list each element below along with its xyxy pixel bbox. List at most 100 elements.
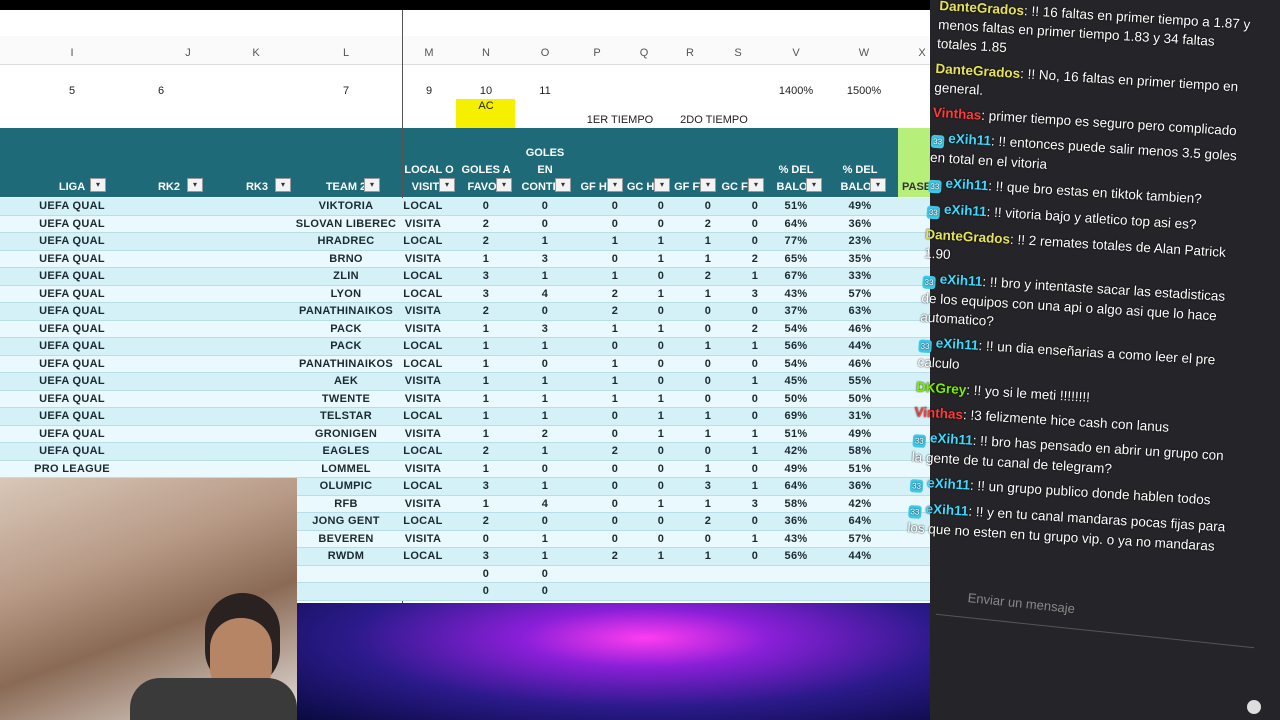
column-header: PASES <box>902 181 934 193</box>
chat-user[interactable]: eXih11 <box>926 475 971 493</box>
liga: UEFA QUAL <box>39 305 105 317</box>
chat-user[interactable]: DanteGrados <box>924 226 1011 247</box>
row-band <box>0 250 930 268</box>
column-header: % DEL BALON <box>776 164 816 193</box>
liga: UEFA QUAL <box>39 392 105 405</box>
badge: 33 <box>927 179 942 194</box>
cell: 2 <box>482 445 490 457</box>
column-number: 11 <box>539 85 551 97</box>
cell: PANATHINAIKOS <box>299 357 393 370</box>
chat-user[interactable]: eXih11 <box>939 271 983 290</box>
cell: 1 <box>482 357 490 370</box>
chat-message: 33 eXih11: !! bro y intentaste sacar las … <box>920 268 1241 345</box>
cell: 1 <box>541 410 549 422</box>
cell: 0 <box>541 567 549 580</box>
column-header: GC FT <box>721 181 755 193</box>
cell: TWENTE <box>321 392 371 405</box>
cell: LYON <box>330 287 362 300</box>
cell: 1 <box>482 392 490 405</box>
cell: 2 <box>482 235 490 247</box>
chat-user[interactable]: eXih11 <box>945 175 989 194</box>
column-letter: W <box>858 47 870 59</box>
cell: 43% <box>784 532 808 545</box>
cell: 0 <box>611 515 619 527</box>
cell: 55% <box>848 375 872 387</box>
cell: 1 <box>751 427 759 440</box>
cell: 0 <box>704 532 712 545</box>
liga: UEFA QUAL <box>39 270 105 282</box>
cell: 44% <box>848 550 872 562</box>
column-number: 1400% <box>778 85 814 97</box>
cell: 1 <box>751 532 759 545</box>
cell: 36% <box>848 480 872 492</box>
chat-user[interactable]: DanteGrados <box>935 60 1021 82</box>
chat-user[interactable]: eXih11 <box>943 201 988 220</box>
cell: 1 <box>482 375 490 387</box>
cell: 56% <box>784 550 808 562</box>
column-header: LIGA <box>58 181 86 193</box>
chat-user[interactable]: eXih11 <box>947 130 992 149</box>
row-band <box>0 303 930 321</box>
cell: 57% <box>848 532 872 545</box>
liga: UEFA QUAL <box>39 357 105 370</box>
emoji-button[interactable] <box>1247 700 1261 714</box>
chat-text: : !3 felizmente hice cash con lanus <box>962 407 1170 435</box>
chat-user[interactable]: eXih11 <box>929 430 974 448</box>
cell: 0 <box>657 270 665 282</box>
cell: 69% <box>784 410 808 422</box>
cell: 1 <box>657 235 665 247</box>
cell: 1 <box>751 270 759 282</box>
cell: 35% <box>848 252 872 265</box>
column-letter: Q <box>639 47 649 59</box>
cell: LOCAL <box>403 270 443 282</box>
cell: 1 <box>541 480 549 492</box>
cell: 0 <box>751 357 759 370</box>
cell: 2 <box>704 270 712 282</box>
cell: 0 <box>751 305 759 317</box>
badge: 33 <box>922 275 936 290</box>
cell: 2 <box>482 305 490 317</box>
cell: LOCAL <box>403 287 443 300</box>
filter-button: ▾ <box>187 178 203 192</box>
cell: VISITA <box>404 532 442 545</box>
cell: 1 <box>541 392 549 405</box>
column-letter: P <box>593 47 601 59</box>
cell: 2 <box>611 445 619 457</box>
cell: 0 <box>704 200 712 212</box>
chat-user[interactable]: eXih11 <box>935 335 979 353</box>
cell: 0 <box>541 305 549 317</box>
cell: 36% <box>784 515 808 527</box>
filter-button: ▾ <box>806 178 822 192</box>
cell: VISITA <box>404 497 442 510</box>
chat-user[interactable]: Vinthas <box>932 104 982 123</box>
chat-user[interactable]: Vinthas <box>914 404 964 423</box>
cell: HRADREC <box>317 235 375 247</box>
liga: PRO LEAGUE <box>34 462 110 475</box>
chat-list: DanteGrados: !! 16 faltas en primer tiem… <box>907 0 1258 562</box>
cell: 0 <box>704 445 712 457</box>
cell: 1 <box>482 497 490 510</box>
cell: 0 <box>751 550 759 562</box>
column-header: TEAM 2 <box>325 181 367 193</box>
cell: 2 <box>482 515 490 527</box>
cell: 1 <box>611 392 619 405</box>
cell: 3 <box>704 480 712 492</box>
column-number: 9 <box>425 85 433 97</box>
cell: VIKTORIA <box>318 200 374 212</box>
cell: 58% <box>784 497 808 510</box>
cell: 1 <box>657 410 665 422</box>
cell: 3 <box>482 550 490 562</box>
cell: AEK <box>333 375 359 387</box>
cell: 0 <box>611 497 619 510</box>
cell: 63% <box>848 305 872 317</box>
cell: 2 <box>611 287 619 300</box>
cell: 0 <box>751 217 759 230</box>
cell: 1 <box>657 392 665 405</box>
column-number: 6 <box>157 85 165 97</box>
liga: UEFA QUAL <box>39 410 105 422</box>
chat-user[interactable]: eXih11 <box>925 501 969 519</box>
chat-user[interactable]: DKGrey <box>915 379 967 398</box>
cell: 0 <box>611 252 619 265</box>
chat-user[interactable]: DanteGrados <box>938 0 1025 19</box>
row-band <box>0 215 930 233</box>
